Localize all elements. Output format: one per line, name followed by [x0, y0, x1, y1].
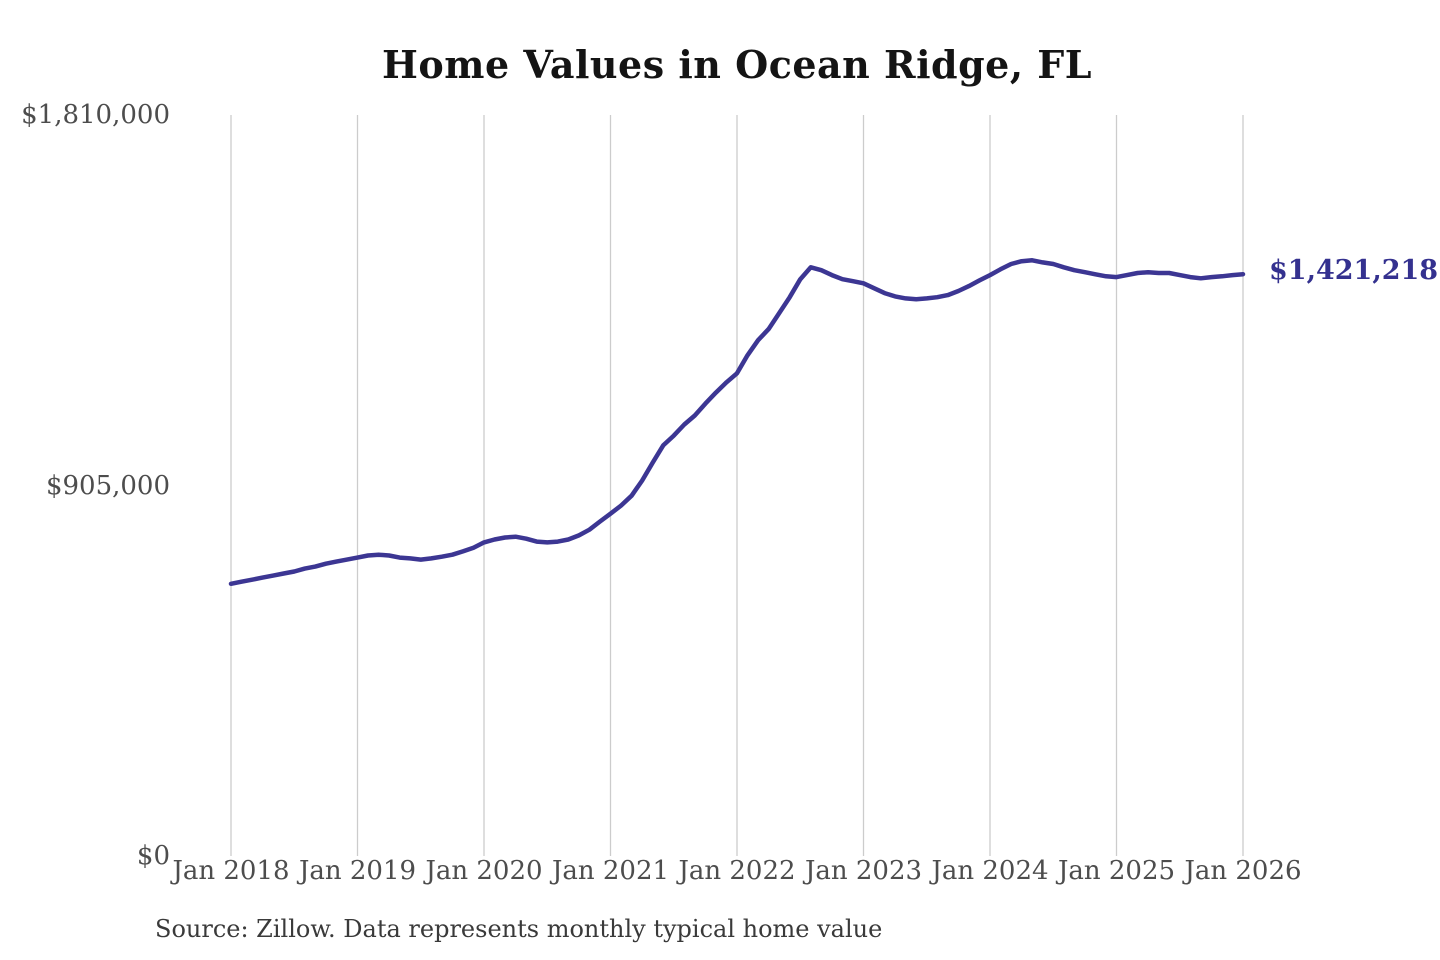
- y-tick-label: $1,810,000: [21, 100, 170, 130]
- x-tick-label: Jan 2018: [172, 856, 290, 886]
- home-value-line: [228, 258, 1246, 587]
- source-note: Source: Zillow. Data represents monthly …: [155, 915, 883, 943]
- x-tick-label: Jan 2026: [1184, 856, 1302, 886]
- x-tick-label: Jan 2025: [1057, 856, 1176, 886]
- x-tick-label: Jan 2019: [298, 856, 417, 886]
- x-tick-label: Jan 2023: [804, 856, 923, 886]
- x-tick-label: Jan 2021: [551, 856, 670, 886]
- gridlines: [230, 115, 1244, 856]
- x-tick-label: Jan 2020: [425, 856, 543, 886]
- x-tick-label: Jan 2022: [678, 856, 796, 886]
- y-tick-label: $905,000: [45, 470, 170, 501]
- chart-title: Home Values in Ocean Ridge, FL: [381, 42, 1093, 87]
- current-value-label: $1,421,218: [1269, 255, 1439, 287]
- x-tick-label: Jan 2024: [931, 856, 1049, 886]
- y-tick-label: $0: [136, 841, 170, 871]
